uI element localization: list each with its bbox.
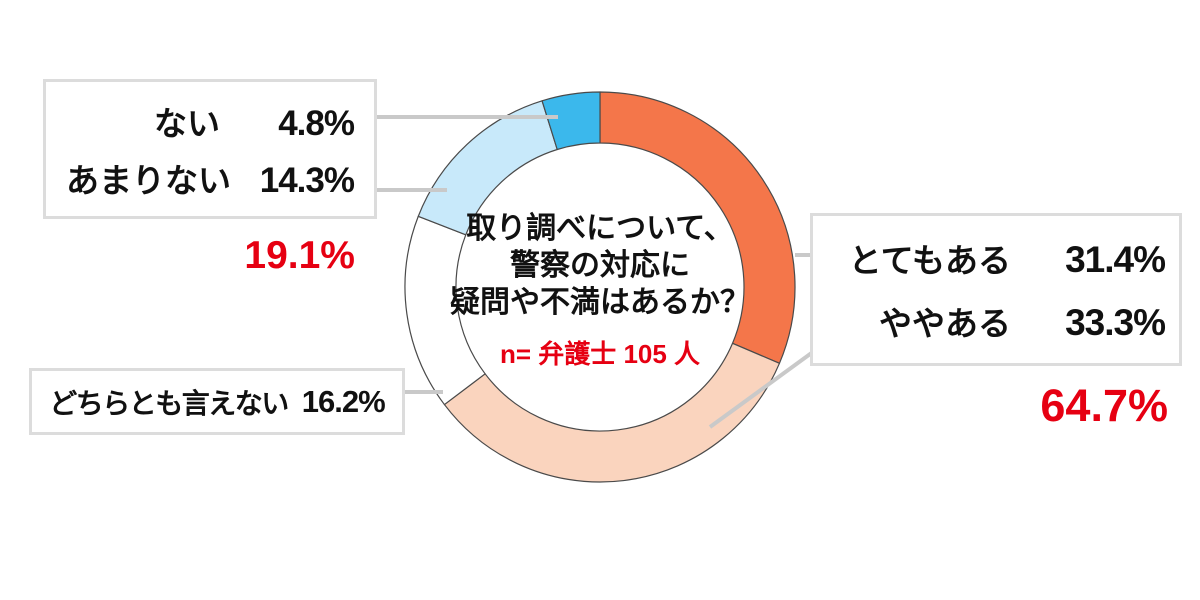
chart-center-text: 取り調べについて、 警察の対応に 疑問や不満はあるか？ n= 弁護士 105 人 [440,210,760,371]
legend-box-positive: とてもある 31.4% ややある 33.3% [810,213,1182,366]
legend-label-yayaaru: ややある [879,305,1011,343]
legend-label-totemoaru: とてもある [848,241,1011,279]
legend-row-amarinai: あまりない 14.3% [66,154,355,202]
legend-row-nai: ない 4.8% [66,97,355,145]
subtotal-positive: 64.7% [1040,380,1168,431]
legend-value-nai: 4.8% [278,103,355,143]
legend-row-totemoaru: とてもある 31.4% [827,234,1166,282]
legend-row-yayaaru: ややある 33.3% [827,297,1166,345]
sample-size-note: n= 弁護士 105 人 [499,339,701,369]
legend-label-neutral: どちらとも言えない [49,387,289,419]
legend-label-nai: ない [154,104,220,142]
chart-title-line1: 取り調べについて、 [466,212,734,245]
legend-value-totemoaru: 31.4% [1065,238,1166,280]
legend-value-yayaaru: 33.3% [1065,302,1166,344]
legend-box-neutral: どちらとも言えない 16.2% [29,368,405,435]
chart-title-line3: 疑問や不満はあるか？ [450,286,750,319]
chart-title-line2: 警察の対応に [510,249,690,282]
legend-value-amarinai: 14.3% [259,160,355,200]
legend-box-negative: ない 4.8% あまりない 14.3% [43,79,377,219]
legend-value-neutral: 16.2% [301,383,386,419]
donut-segment-ない [541,91,601,151]
legend-label-amarinai: あまりない [66,161,231,199]
subtotal-negative: 19.1% [244,234,355,277]
